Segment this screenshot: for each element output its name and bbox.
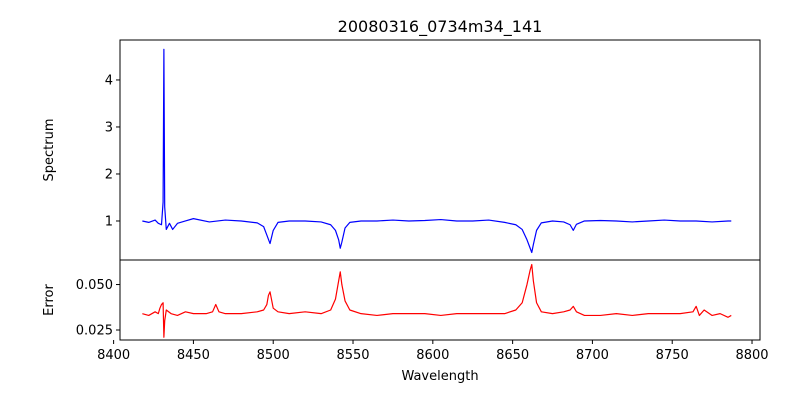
x-tick-label: 8550	[336, 348, 369, 363]
spectrum-series-line-0	[142, 48, 732, 254]
error-y-tick-label: 0.025	[76, 324, 113, 339]
chart-marks: 1 2 3 4 0.025 0.050 8400 8450 8500 8550 8600 8650 87…	[76, 39, 769, 363]
x-tick-label: 8800	[735, 348, 768, 363]
x-tick-label: 8700	[576, 348, 609, 363]
spectrum-y-tick-label: 3	[105, 120, 113, 135]
x-tick-label: 8750	[656, 348, 689, 363]
spectrum-y-axis-label: Spectrum	[42, 119, 57, 182]
spectrum-y-tick-label: 1	[105, 214, 113, 229]
error-panel-frame	[119, 259, 761, 341]
chart-title: 20080316_0734m34_141	[338, 17, 543, 37]
x-axis-label: Wavelength	[401, 369, 478, 384]
error-y-tick-label: 0.050	[76, 278, 113, 293]
x-tick-label: 8450	[177, 348, 210, 363]
error-y-axis-label: Error	[42, 284, 57, 316]
x-tick-label: 8650	[496, 348, 529, 363]
spectrum-y-tick-label: 4	[105, 73, 113, 88]
x-tick-label: 8500	[257, 348, 290, 363]
spectrum-panel-frame	[119, 39, 761, 261]
x-tick-label: 8600	[416, 348, 449, 363]
x-tick-label: 8400	[97, 348, 130, 363]
error-series-line-0	[142, 263, 732, 338]
spectrum-y-tick-label: 2	[105, 167, 113, 182]
